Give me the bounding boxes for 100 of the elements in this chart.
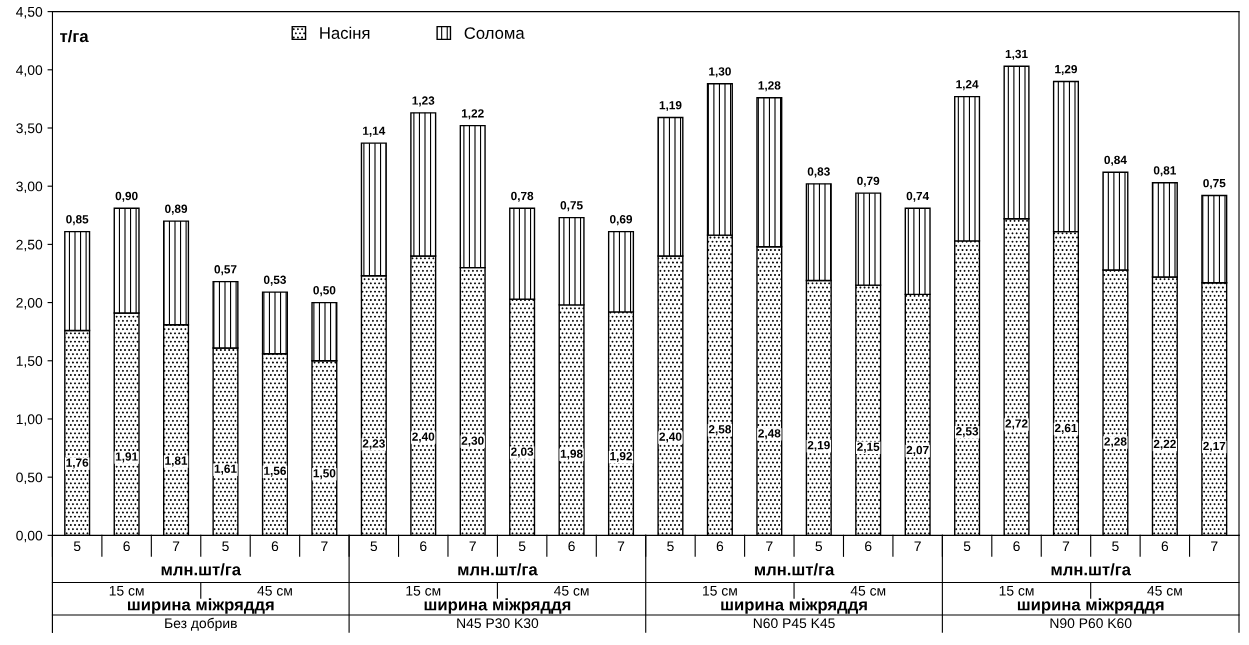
data-label: 0,90 bbox=[115, 191, 138, 202]
data-label: 0,75 bbox=[1203, 178, 1226, 190]
data-label: 0,83 bbox=[807, 167, 830, 178]
text: млн.шт/га bbox=[754, 563, 835, 576]
y-tick-label: 0,50 bbox=[16, 472, 43, 484]
text: ширина міжряддя bbox=[128, 598, 274, 614]
data-label: 1,61 bbox=[214, 464, 237, 475]
data-label: 1,24 bbox=[956, 80, 979, 91]
data-label: 1,91 bbox=[115, 452, 138, 463]
text: ширина міжряддя bbox=[1017, 598, 1164, 614]
data-label: 2,22 bbox=[1153, 439, 1176, 450]
text: N45 P30 K30 bbox=[457, 618, 539, 629]
x-tick-label: 6 bbox=[716, 541, 724, 552]
data-label: 2,58 bbox=[708, 425, 732, 436]
data-label: 2,40 bbox=[412, 432, 435, 443]
data-label: 1,98 bbox=[560, 449, 583, 460]
data-label: 0,85 bbox=[66, 215, 89, 226]
text: 45 см bbox=[553, 585, 589, 596]
data-label: 2,30 bbox=[461, 436, 484, 447]
data-label: 2,15 bbox=[857, 442, 880, 453]
x-tick-label: 6 bbox=[123, 541, 130, 552]
data-label: 1,56 bbox=[264, 466, 286, 477]
data-label: 1,92 bbox=[610, 451, 633, 463]
text: N60 P45 K45 bbox=[753, 618, 835, 629]
data-label: 1,28 bbox=[758, 81, 781, 92]
data-label: 2,28 bbox=[1104, 437, 1127, 448]
text: 45 см bbox=[257, 585, 292, 596]
x-tick-label: 7 bbox=[172, 541, 180, 551]
x-tick-label: 6 bbox=[1161, 541, 1169, 552]
data-label: 0,69 bbox=[609, 215, 633, 226]
x-tick-label: 5 bbox=[1112, 541, 1119, 552]
x-tick-label: 6 bbox=[271, 541, 279, 552]
text: 15 см bbox=[703, 585, 737, 596]
data-label: 0,50 bbox=[313, 286, 336, 297]
data-label: 0,53 bbox=[263, 275, 286, 286]
text: 45 см bbox=[850, 585, 886, 596]
x-tick-label: 7 bbox=[321, 541, 328, 551]
x-tick-label: 6 bbox=[420, 541, 427, 552]
legend-label: Солома bbox=[464, 27, 525, 39]
data-label: 1,50 bbox=[313, 469, 336, 480]
text: млн.шт/га bbox=[458, 563, 538, 576]
data-label: 2,40 bbox=[659, 432, 682, 443]
x-tick-label: 5 bbox=[815, 541, 823, 552]
data-label: 2,03 bbox=[511, 447, 534, 458]
y-tick-label: 4,00 bbox=[16, 65, 43, 77]
x-tick-label: 7 bbox=[1211, 541, 1218, 551]
text: ширина міжряддя bbox=[721, 598, 867, 614]
text: млн.шт/га bbox=[1051, 563, 1132, 576]
data-label: 2,07 bbox=[906, 445, 929, 456]
y-tick-label: 1,50 bbox=[16, 356, 43, 368]
x-tick-label: 6 bbox=[1013, 541, 1020, 552]
x-tick-label: 6 bbox=[568, 541, 575, 552]
data-label: 1,76 bbox=[66, 458, 89, 469]
y-tick-label: 4,50 bbox=[16, 6, 43, 19]
x-tick-label: 6 bbox=[865, 541, 872, 552]
text: 45 см bbox=[1147, 585, 1182, 596]
data-label: 0,57 bbox=[214, 265, 237, 276]
text: 15 см bbox=[406, 585, 441, 596]
data-label: 2,61 bbox=[1054, 423, 1078, 434]
data-label: 0,84 bbox=[1104, 155, 1127, 166]
x-tick-label: 5 bbox=[518, 541, 526, 552]
text: млн.шт/га bbox=[161, 563, 242, 576]
x-tick-label: 5 bbox=[370, 541, 378, 552]
text: ширина міжряддя bbox=[424, 598, 571, 614]
y-tick-label: 0,00 bbox=[16, 530, 43, 543]
y-tick-label: 2,50 bbox=[16, 239, 43, 252]
data-label: 0,79 bbox=[857, 176, 880, 187]
data-label: 1,22 bbox=[461, 109, 484, 120]
data-label: 0,78 bbox=[511, 191, 534, 202]
y-tick-label: 2,00 bbox=[16, 297, 43, 310]
data-label: 2,72 bbox=[1005, 419, 1028, 430]
x-tick-label: 5 bbox=[667, 541, 674, 552]
data-label: 0,74 bbox=[906, 191, 930, 202]
data-label: 1,81 bbox=[165, 456, 188, 467]
data-label: 2,23 bbox=[362, 439, 385, 450]
text: 15 см bbox=[109, 585, 144, 596]
data-label: 2,53 bbox=[956, 427, 979, 438]
text: Без добрив bbox=[165, 617, 237, 631]
data-label: 1,30 bbox=[709, 67, 731, 78]
x-tick-label: 7 bbox=[914, 541, 921, 551]
data-label: 1,31 bbox=[1005, 49, 1028, 60]
y-tick-label: 3,50 bbox=[16, 123, 43, 135]
data-label: 2,48 bbox=[758, 429, 781, 440]
data-label: 0,89 bbox=[165, 204, 188, 215]
text: N90 P60 K60 bbox=[1050, 618, 1132, 629]
legend-label: Насіня bbox=[320, 26, 370, 39]
data-label: 0,75 bbox=[560, 201, 583, 212]
x-tick-label: 7 bbox=[617, 541, 625, 551]
data-label: 0,81 bbox=[1153, 166, 1177, 177]
x-tick-label: 5 bbox=[222, 541, 229, 552]
data-label: 1,14 bbox=[363, 126, 386, 137]
x-tick-label: 7 bbox=[1062, 541, 1070, 551]
y-tick-label: 3,00 bbox=[16, 181, 43, 193]
y-tick-label: 1,00 bbox=[16, 414, 43, 426]
x-tick-label: 7 bbox=[469, 541, 476, 551]
text: 15 см bbox=[999, 585, 1034, 596]
x-tick-label: 7 bbox=[766, 541, 773, 551]
data-label: 1,29 bbox=[1055, 64, 1078, 75]
data-label: 2,19 bbox=[807, 440, 830, 452]
data-label: 1,23 bbox=[412, 96, 435, 107]
